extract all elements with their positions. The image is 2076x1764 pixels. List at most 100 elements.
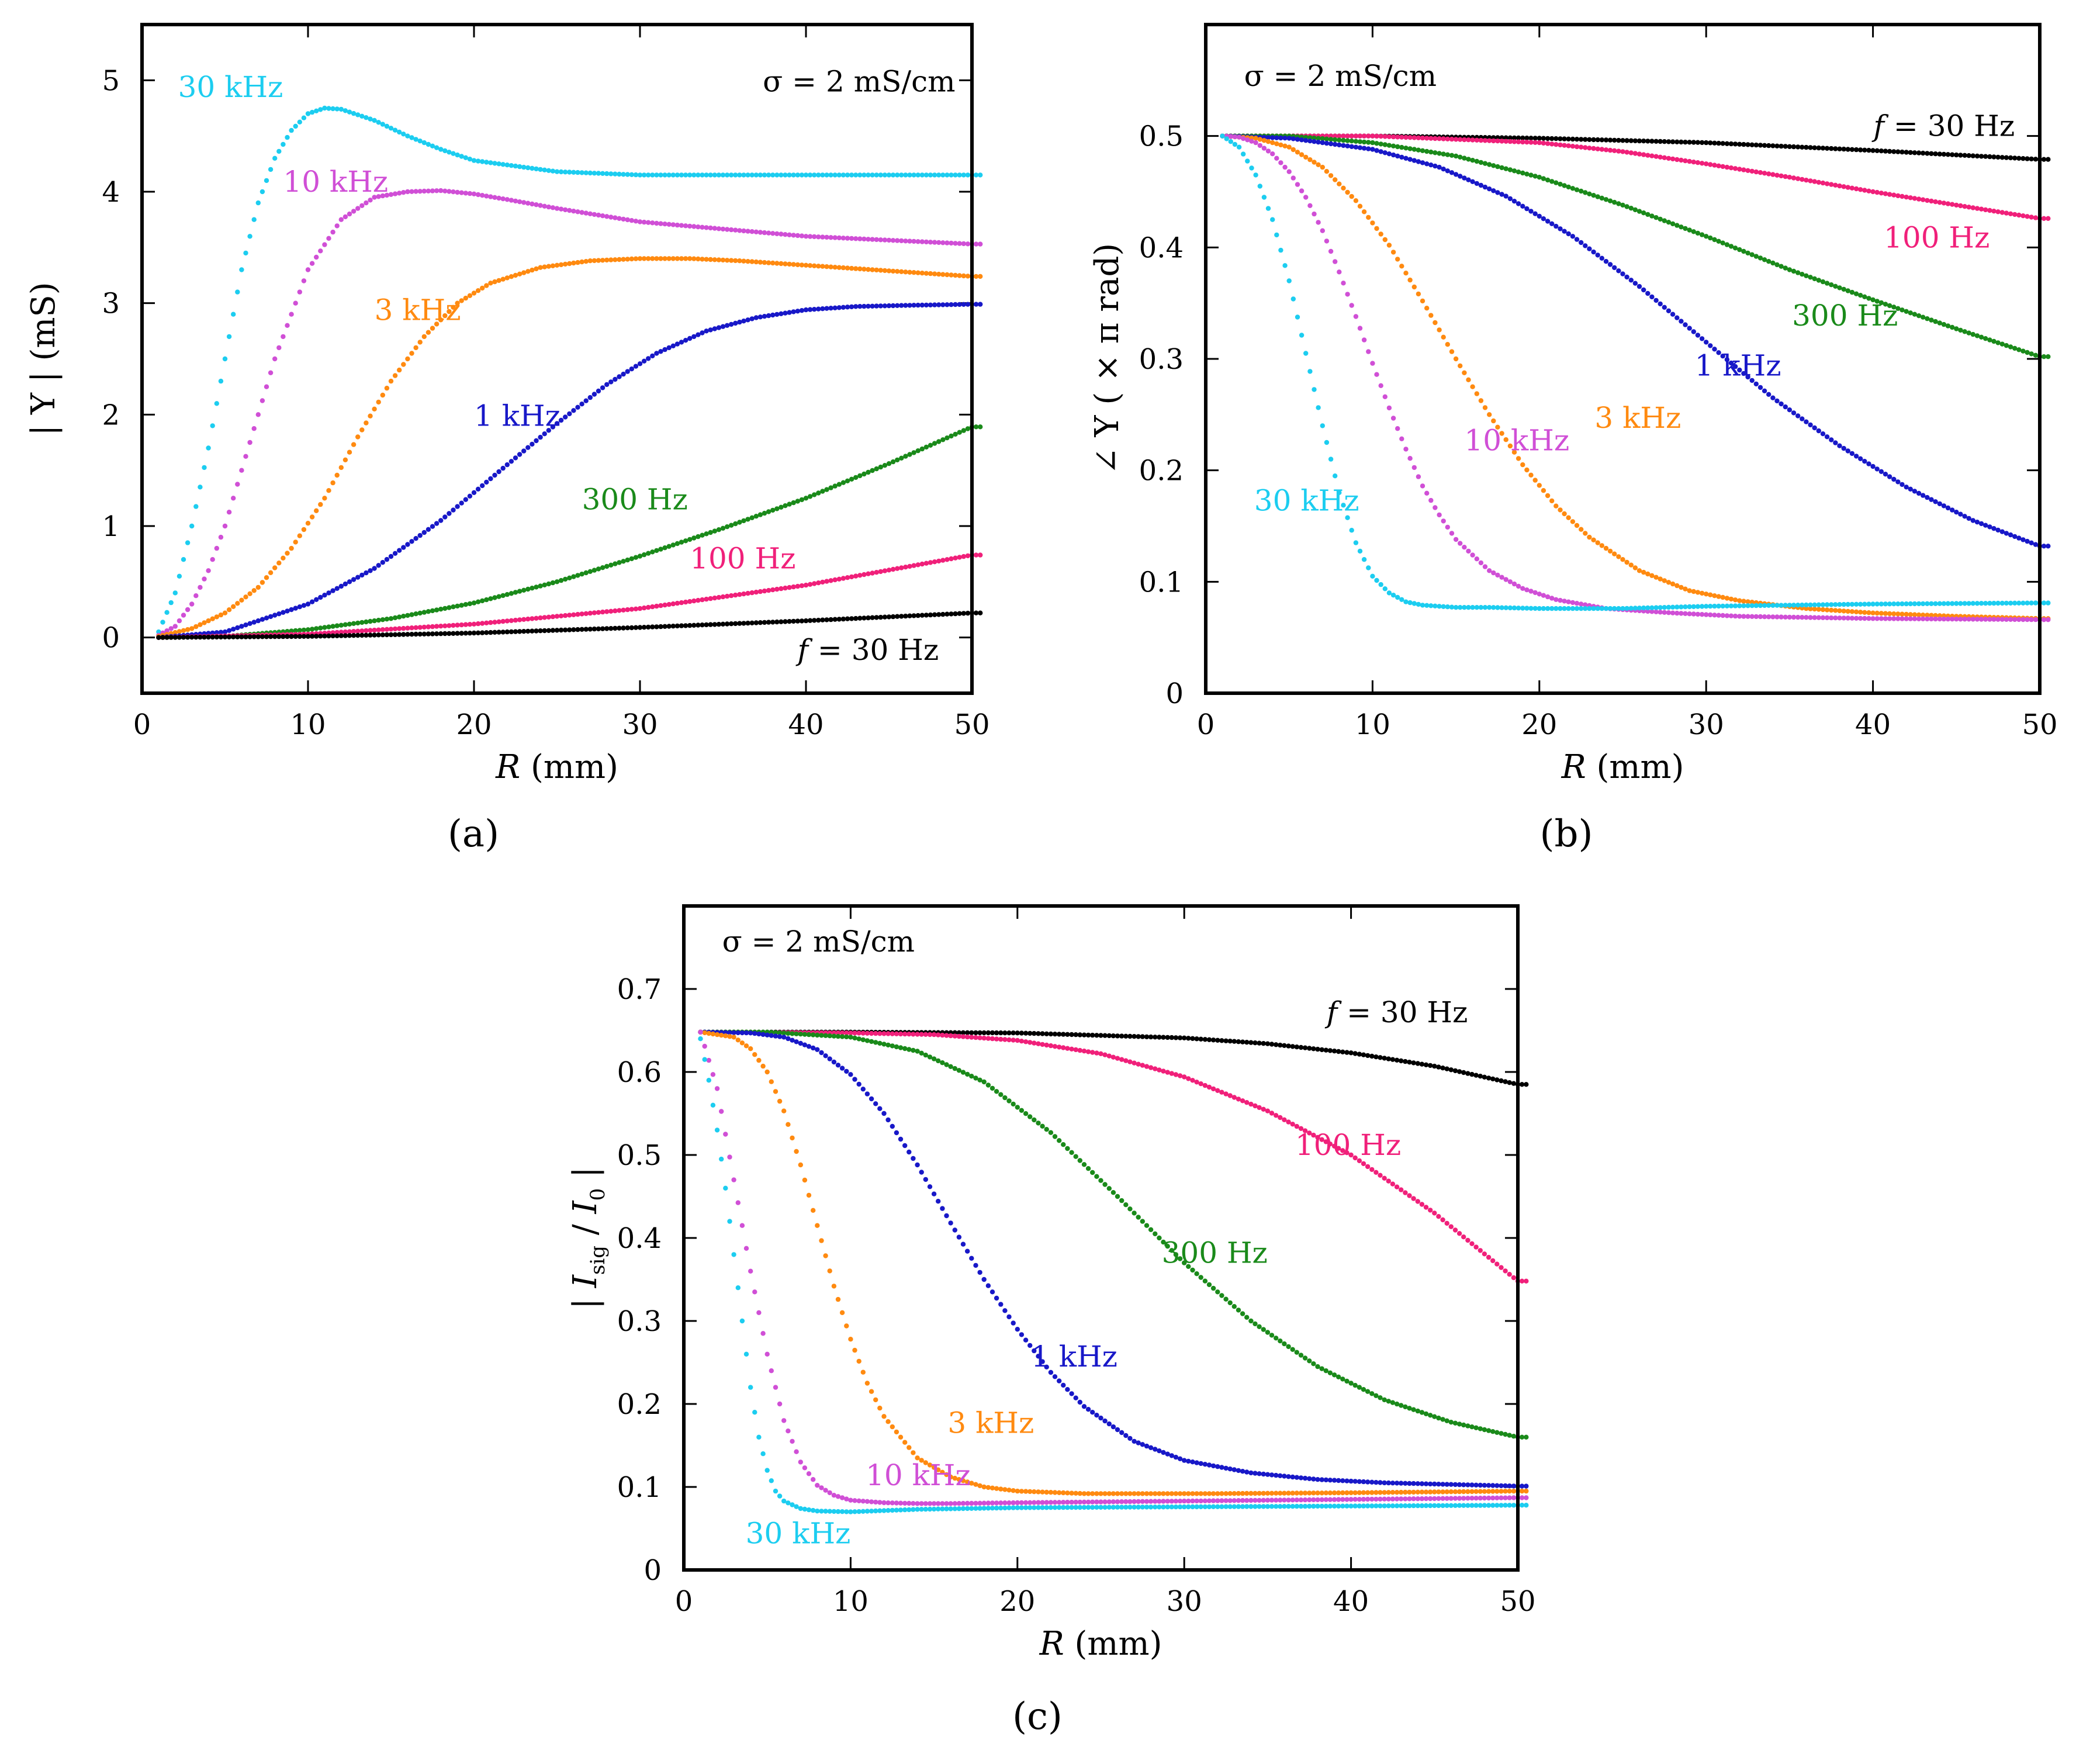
data-point (1858, 615, 1863, 621)
data-point (712, 226, 718, 231)
data-point (226, 628, 232, 634)
data-point (1424, 490, 1430, 496)
data-point (1800, 144, 1805, 150)
data-point (1579, 240, 1584, 245)
data-point (791, 500, 796, 506)
data-point (322, 593, 327, 598)
data-point (1173, 1504, 1179, 1510)
data-point (276, 561, 282, 566)
data-point (571, 408, 576, 413)
data-point (1787, 603, 1793, 608)
data-point (1090, 1499, 1095, 1504)
data-point (923, 172, 929, 178)
data-point (1057, 1378, 1062, 1383)
data-point (1478, 1503, 1483, 1508)
data-point (757, 314, 763, 320)
data-point (1423, 1205, 1429, 1210)
data-point (1320, 423, 1325, 428)
data-point (1327, 1142, 1333, 1147)
data-point (1219, 1491, 1224, 1496)
data-point (666, 222, 672, 227)
data-point (1061, 1500, 1066, 1505)
data-point (1390, 143, 1396, 148)
data-point (1804, 144, 1809, 150)
data-point (447, 309, 452, 314)
data-point (1929, 601, 1934, 607)
data-point (2041, 617, 2047, 622)
data-point (1444, 1503, 1449, 1508)
data-point (860, 1030, 866, 1036)
data-point (873, 1397, 878, 1403)
data-point (769, 1033, 774, 1038)
data-point (210, 634, 215, 640)
data-point (815, 1509, 820, 1514)
data-point (1278, 1042, 1283, 1048)
data-point (978, 274, 983, 279)
data-point (827, 1268, 832, 1274)
data-point (1762, 603, 1767, 608)
data-point (1519, 1483, 1525, 1489)
data-point (898, 1500, 904, 1506)
data-point (1331, 1497, 1337, 1502)
data-point (1370, 361, 1375, 366)
data-point (629, 256, 635, 262)
data-point (1144, 1064, 1150, 1069)
data-point (940, 240, 946, 245)
data-point (1136, 1034, 1141, 1039)
data-point (1252, 1490, 1258, 1496)
data-point (613, 608, 618, 614)
data-point (1620, 149, 1625, 154)
data-point (903, 613, 908, 619)
data-point (1674, 157, 1680, 162)
data-point (1098, 1504, 1103, 1510)
data-point (978, 610, 983, 615)
data-point (899, 238, 904, 244)
data-point (798, 1040, 804, 1046)
data-point (1695, 604, 1701, 609)
data-point (724, 524, 730, 530)
data-point (1052, 1500, 1058, 1505)
data-point (1328, 456, 1334, 462)
data-point (1824, 281, 1830, 286)
data-point (753, 315, 759, 320)
data-point (998, 1036, 1004, 1042)
data-point (831, 1033, 837, 1039)
data-point (488, 476, 493, 482)
data-point (563, 261, 568, 267)
data-point (1820, 607, 1826, 613)
data-point (940, 437, 946, 442)
data-point (894, 1044, 899, 1050)
data-point (1507, 1080, 1512, 1085)
data-point (1511, 1503, 1517, 1508)
data-point (1687, 604, 1692, 610)
data-point (1599, 543, 1604, 548)
data-point (899, 565, 904, 570)
data-point (654, 351, 659, 356)
data-point (1157, 1067, 1162, 1073)
data-point (1374, 133, 1379, 139)
data-point (1599, 147, 1604, 152)
data-point (911, 1156, 916, 1161)
data-point (488, 629, 493, 635)
data-point (496, 594, 501, 599)
data-point (844, 1323, 849, 1329)
data-point (674, 341, 680, 347)
data-point (617, 625, 622, 631)
data-point (591, 392, 597, 397)
data-point (517, 629, 523, 634)
data-point (546, 168, 551, 173)
data-point (1757, 170, 1763, 175)
data-point (1941, 503, 1947, 509)
data-point (181, 557, 186, 562)
data-point (1127, 1504, 1133, 1510)
data-point (890, 1123, 895, 1129)
data-point (766, 620, 771, 625)
data-point (629, 556, 635, 562)
data-point (720, 525, 726, 531)
data-point (1386, 134, 1392, 139)
data-point (1983, 207, 1988, 213)
data-point (1486, 1254, 1492, 1260)
data-point (1015, 1030, 1020, 1036)
data-point (376, 627, 381, 632)
data-point (1800, 615, 1805, 620)
